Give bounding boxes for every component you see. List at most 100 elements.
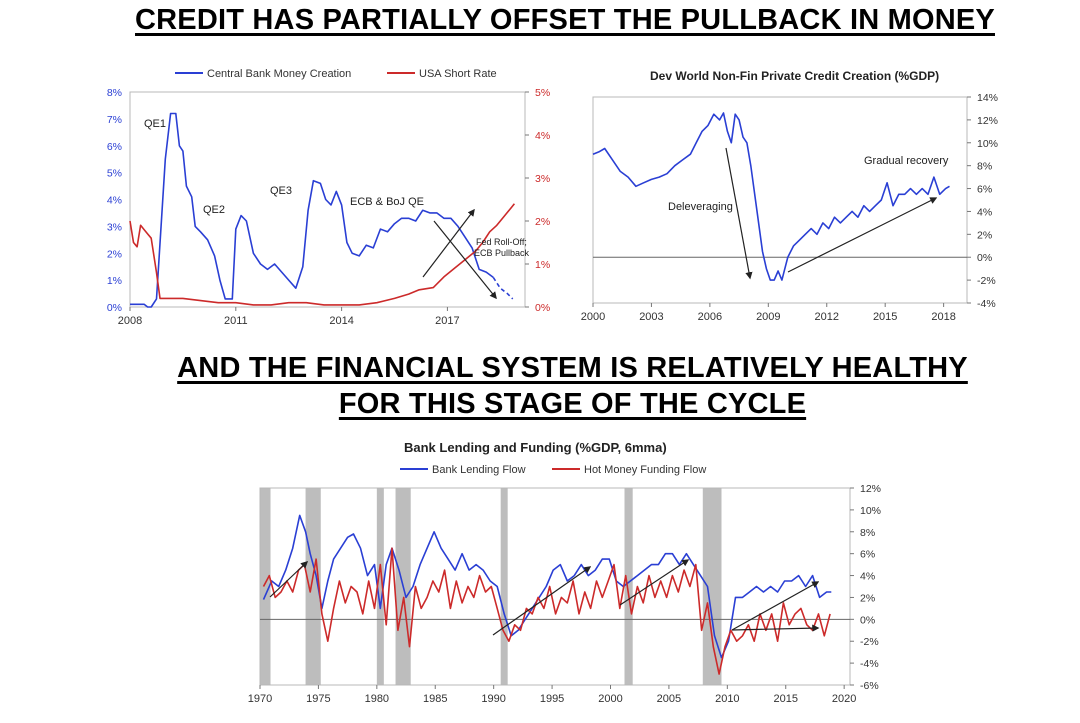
y-right-tick-label: 2% (977, 229, 992, 241)
annotation-qe1: QE1 (144, 118, 166, 130)
recession-band (702, 488, 722, 685)
annotation-fed-rolloff: Fed Roll-Off; (476, 237, 527, 247)
annotations (269, 559, 820, 636)
recession-band (305, 488, 321, 685)
recession-band (624, 488, 633, 685)
y-left-tick-label: 2% (107, 248, 122, 260)
y-right-tick-label: 3% (535, 173, 550, 185)
x-tick-label: 1985 (423, 693, 447, 705)
y-right-tick-label: 8% (977, 161, 992, 173)
arrow-up (422, 208, 475, 278)
recession-band (260, 488, 271, 685)
y-left-tick-label: 4% (107, 195, 122, 207)
chart-title: Dev World Non-Fin Private Credit Creatio… (650, 69, 939, 83)
series-line-central-bank-money-creation (130, 112, 494, 308)
annotation-gradual-recovery: Gradual recovery (864, 155, 949, 167)
y-right-tick-label: 12% (860, 483, 881, 495)
y-right-ticks: -4% -2% 0% 2% 4% 6% 8% 10% 12% 14% (967, 92, 998, 310)
y-right-tick-label: 2% (860, 592, 875, 604)
annotation-ecb-boj: ECB & BoJ QE (350, 196, 424, 208)
y-left-tick-label: 7% (107, 114, 122, 126)
x-tick-label: 2009 (756, 311, 780, 323)
arrow (492, 566, 592, 636)
headline-bottom-line1: AND THE FINANCIAL SYSTEM IS RELATIVELY H… (177, 352, 968, 384)
x-tick-label: 2012 (815, 311, 839, 323)
y-right-tick-label: 10% (977, 138, 998, 150)
y-right-tick-label: 0% (977, 252, 992, 264)
y-right-tick-label: 2% (535, 216, 550, 228)
y-right-tick-label: 8% (860, 527, 875, 539)
chart-money-rate: Central Bank Money Creation USA Short Ra… (107, 68, 550, 327)
recession-band (395, 488, 411, 685)
x-tick-label: 2008 (118, 315, 142, 327)
x-tick-label: 2000 (581, 311, 605, 323)
recession-band (376, 488, 384, 685)
plot-frame (129, 91, 526, 308)
series-line-bank-lending-flow (262, 514, 832, 659)
y-left-tick-label: 1% (107, 275, 122, 287)
x-tick-label: 2014 (329, 315, 353, 327)
annotations: Deleveraging Gradual recovery (668, 147, 949, 280)
chart-private-credit: Dev World Non-Fin Private Credit Creatio… (581, 69, 998, 323)
y-right-tick-label: 10% (860, 505, 881, 517)
legend-label: Hot Money Funding Flow (584, 464, 706, 476)
y-right-tick-label: -4% (860, 658, 879, 670)
legend-label: USA Short Rate (419, 68, 497, 80)
arrow-up (787, 197, 938, 273)
x-tick-label: 2017 (435, 315, 459, 327)
series-line-usa-short-rate (129, 203, 516, 306)
x-ticks: 2000 2003 2006 2009 2012 2015 2018 (581, 303, 956, 323)
arrow-down (725, 147, 753, 280)
x-tick-label: 1995 (540, 693, 564, 705)
x-ticks: 1970 1975 1980 1985 1990 1995 2000 2005 2010 2015… (248, 685, 856, 705)
arrow (731, 581, 820, 631)
legend-label: Bank Lending Flow (432, 464, 526, 476)
legend: Bank Lending Flow Hot Money Funding Flow (400, 464, 706, 476)
arrow (269, 561, 309, 598)
annotation-ecb-pullback: ECB Pullback (474, 248, 530, 258)
plot-frame (592, 96, 968, 304)
x-tick-label: 2000 (598, 693, 622, 705)
y-right-tick-label: -2% (977, 275, 996, 287)
y-right-tick-label: 12% (977, 115, 998, 127)
y-right-tick-label: 4% (860, 571, 875, 583)
series-line-credit-creation (592, 112, 950, 281)
y-right-tick-label: 6% (977, 184, 992, 196)
series-lines (262, 514, 832, 675)
x-tick-label: 1970 (248, 693, 272, 705)
y-left-ticks: 0% 1% 2% 3% 4% 5% 6% 7% 8% (107, 87, 122, 314)
y-right-tick-label: 1% (535, 259, 550, 271)
y-right-tick-label: -4% (977, 298, 996, 310)
y-right-tick-label: 0% (860, 614, 875, 626)
y-left-tick-label: 6% (107, 141, 122, 153)
x-tick-label: 2020 (832, 693, 856, 705)
x-tick-label: 2018 (931, 311, 955, 323)
annotation-qe3: QE3 (270, 185, 292, 197)
headline-top: CREDIT HAS PARTIALLY OFFSET THE PULLBACK… (135, 4, 995, 36)
y-left-tick-label: 8% (107, 87, 122, 99)
chart-bank-lending: Bank Lending and Funding (%GDP, 6mma) Ba… (248, 440, 881, 705)
arrow (731, 624, 820, 632)
y-right-tick-label: 14% (977, 92, 998, 104)
y-right-tick-label: -6% (860, 680, 879, 692)
x-ticks: 2008 2011 2014 2017 (118, 307, 460, 327)
plot-frame (259, 487, 851, 686)
y-right-tick-label: -2% (860, 636, 879, 648)
chart-title: Bank Lending and Funding (%GDP, 6mma) (404, 440, 667, 455)
y-right-tick-label: 0% (535, 302, 550, 314)
series-line-dashed (492, 276, 514, 300)
x-tick-label: 2006 (698, 311, 722, 323)
series-lines (129, 112, 516, 308)
legend-label: Central Bank Money Creation (207, 68, 351, 80)
x-tick-label: 1990 (481, 693, 505, 705)
annotations: QE1 QE2 QE3 ECB & BoJ QE Fed Roll-Off; E… (144, 118, 530, 300)
x-tick-label: 2015 (873, 311, 897, 323)
y-left-tick-label: 3% (107, 221, 122, 233)
x-tick-label: 2010 (715, 693, 739, 705)
y-right-tick-label: 4% (977, 206, 992, 218)
x-tick-label: 1975 (306, 693, 330, 705)
y-right-ticks: 0% 1% 2% 3% 4% 5% (525, 87, 550, 314)
y-right-ticks: -6% -4% -2% 0% 2% 4% 6% 8% 10% 12% (850, 483, 881, 692)
headline-bottom-line2: FOR THIS STAGE OF THE CYCLE (338, 388, 807, 420)
x-tick-label: 2003 (639, 311, 663, 323)
